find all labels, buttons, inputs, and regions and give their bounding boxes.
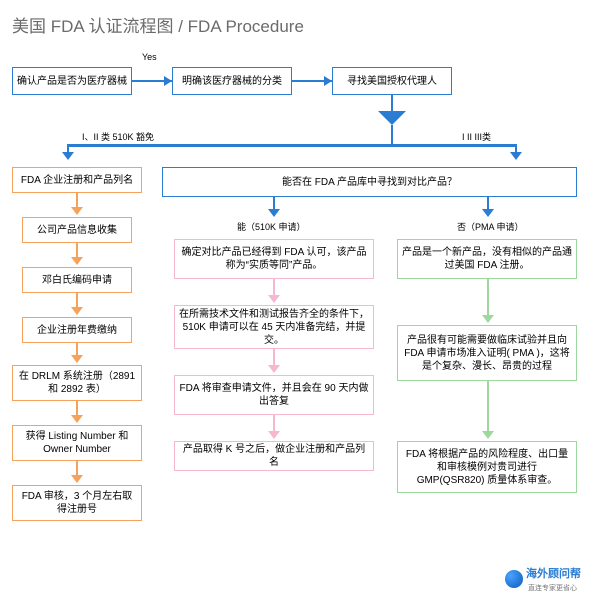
label-branch-left: I、II 类 510K 豁免 xyxy=(82,130,154,143)
node-find-agent: 寻找美国授权代理人 xyxy=(332,67,452,95)
qd-left-h xyxy=(268,209,280,217)
logo-sub: 直连专家更省心 xyxy=(528,585,577,592)
node-l7: FDA 审核，3 个月左右取得注册号 xyxy=(12,485,142,521)
node-m3: FDA 将审查申请文件，并且会在 90 天内做出答复 xyxy=(174,375,374,415)
ga2 xyxy=(487,381,489,433)
label-510k: 能（510K 申请） xyxy=(237,220,306,233)
label-pma: 否（PMA 申请） xyxy=(457,220,524,233)
gah1 xyxy=(482,315,494,323)
split-arrow-left xyxy=(62,152,74,160)
oah3 xyxy=(71,307,83,315)
label-yes: Yes xyxy=(142,52,157,62)
globe-icon xyxy=(505,570,523,588)
node-l3: 邓白氏编码申请 xyxy=(22,267,132,293)
node-r2: 产品很有可能需要做临床试验并且向 FDA 申请市场准入证明( PMA )，这将是… xyxy=(397,325,577,381)
brand-logo: 海外顾问帮 直连专家更省心 xyxy=(505,565,581,593)
oah5 xyxy=(71,415,83,423)
oah4 xyxy=(71,355,83,363)
node-l4: 企业注册年费缴纳 xyxy=(22,317,132,343)
arrowhead-top-2 xyxy=(324,76,332,86)
node-m2: 在所需技术文件和测试报告齐全的条件下，510K 申请可以在 45 天内准备完结，… xyxy=(174,305,374,349)
node-m4: 产品取得 K 号之后，做企业注册和产品列名 xyxy=(174,441,374,471)
split-bar xyxy=(67,144,517,147)
big-triangle xyxy=(378,111,406,125)
split-up-center xyxy=(391,125,393,144)
logo-text: 海外顾问帮 xyxy=(526,568,581,580)
flowchart-canvas: 确认产品是否为医疗器械 明确该医疗器械的分类 寻找美国授权代理人 Yes I、I… xyxy=(12,47,581,587)
node-m1: 确定对比产品已经得到 FDA 认可，该产品称为“实质等同”产品。 xyxy=(174,239,374,279)
oah6 xyxy=(71,475,83,483)
oah2 xyxy=(71,257,83,265)
ga1 xyxy=(487,279,489,317)
label-branch-right: I II III类 xyxy=(462,130,491,143)
pah2 xyxy=(268,365,280,373)
oah1 xyxy=(71,207,83,215)
gah2 xyxy=(482,431,494,439)
node-l1: FDA 企业注册和产品列名 xyxy=(12,167,142,193)
pah1 xyxy=(268,295,280,303)
qd-right-h xyxy=(482,209,494,217)
node-r3: FDA 将根据产品的风险程度、出口量和审核模例对贵司进行 GMP(QSR820)… xyxy=(397,441,577,493)
node-l6: 获得 Listing Number 和 Owner Number xyxy=(12,425,142,461)
node-confirm-device: 确认产品是否为医疗器械 xyxy=(12,67,132,95)
split-arrow-right xyxy=(510,152,522,160)
node-l5: 在 DRLM 系统注册（2891 和 2892 表） xyxy=(12,365,142,401)
node-r1: 产品是一个新产品，没有相似的产品通过美国 FDA 注册。 xyxy=(397,239,577,279)
arrowhead-top-1 xyxy=(164,76,172,86)
node-question: 能否在 FDA 产品库中寻找到对比产品？ xyxy=(162,167,577,197)
pah3 xyxy=(268,431,280,439)
page-title: 美国 FDA 认证流程图 / FDA Procedure xyxy=(12,12,581,37)
node-classify: 明确该医疗器械的分类 xyxy=(172,67,292,95)
node-l2: 公司产品信息收集 xyxy=(22,217,132,243)
